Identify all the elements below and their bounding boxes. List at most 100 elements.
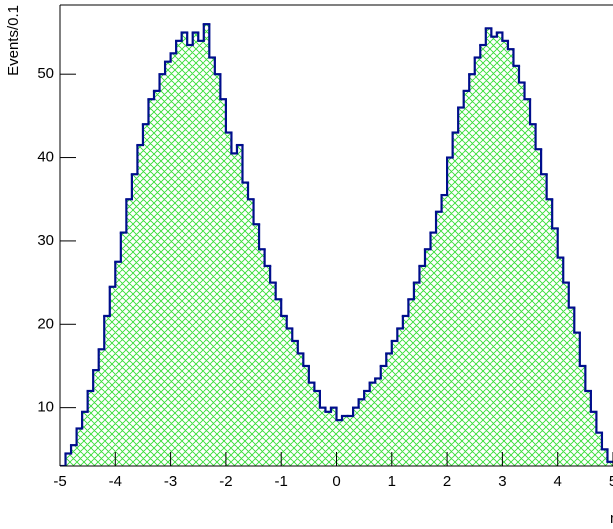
bar — [181, 32, 188, 466]
bar — [308, 382, 315, 466]
y-tick-label: 10 — [37, 399, 54, 416]
bar — [579, 365, 586, 466]
bar — [601, 449, 608, 466]
bar — [142, 124, 149, 466]
bar — [552, 228, 558, 466]
bar — [452, 132, 459, 466]
bar — [386, 353, 392, 466]
bar — [480, 45, 486, 466]
bar — [607, 461, 613, 466]
bar — [424, 249, 431, 466]
bar — [98, 349, 105, 466]
bar — [518, 82, 525, 466]
bar — [275, 299, 282, 466]
bar — [358, 399, 365, 466]
bar — [248, 199, 254, 466]
y-tick-label: 50 — [37, 65, 54, 82]
bar — [408, 299, 414, 466]
x-tick-label: 3 — [498, 473, 506, 490]
bar — [303, 365, 309, 466]
bar — [568, 307, 575, 466]
bar — [220, 99, 226, 466]
bar — [281, 315, 287, 466]
bar — [530, 124, 536, 466]
bar — [535, 149, 542, 466]
bar — [159, 74, 166, 466]
bar — [325, 411, 331, 466]
bar — [485, 28, 492, 466]
bar — [397, 328, 403, 466]
bar — [507, 49, 514, 466]
x-tick-label: -2 — [219, 473, 232, 490]
bar — [270, 282, 276, 466]
bar — [524, 99, 531, 466]
bar — [585, 390, 591, 466]
y-axis-label: Events/0.1 — [5, 5, 22, 76]
bar — [115, 261, 121, 466]
bar — [364, 390, 370, 466]
bar — [87, 390, 94, 466]
bar — [253, 224, 260, 466]
bar — [596, 432, 602, 466]
bar — [491, 36, 497, 466]
bar — [402, 315, 409, 466]
x-tick-label: -4 — [109, 473, 122, 490]
bar — [496, 32, 503, 466]
bar — [513, 65, 519, 466]
x-tick-label: -1 — [275, 473, 288, 490]
bar — [65, 453, 72, 466]
bar — [192, 32, 199, 466]
x-tick-label: 0 — [332, 473, 340, 490]
bar — [264, 265, 271, 466]
x-tick-label: 1 — [388, 473, 396, 490]
bar — [314, 390, 320, 466]
bar — [474, 57, 481, 466]
x-axis-label: m — [610, 510, 613, 527]
bar — [297, 353, 304, 466]
bar — [165, 61, 171, 466]
bar — [131, 174, 138, 466]
bar — [236, 145, 243, 466]
bar — [541, 174, 547, 466]
bar — [563, 282, 569, 466]
bar — [71, 445, 77, 466]
bar — [76, 428, 83, 466]
y-tick-label: 20 — [37, 315, 54, 332]
bar — [342, 415, 348, 466]
bar — [292, 340, 298, 466]
bar — [463, 90, 470, 466]
plot-area — [60, 23, 613, 466]
bar — [259, 249, 265, 466]
bar — [369, 382, 376, 466]
bar — [198, 40, 204, 466]
bar — [375, 378, 381, 466]
bar — [436, 211, 442, 466]
bar — [441, 195, 448, 466]
bar — [458, 107, 464, 466]
bar — [137, 145, 143, 466]
bar — [209, 57, 215, 466]
bar — [286, 328, 293, 466]
bar — [170, 53, 177, 466]
bar — [413, 282, 420, 466]
bar — [242, 182, 249, 466]
bar — [469, 74, 475, 466]
bar — [126, 199, 132, 466]
x-tick-label: 5 — [609, 473, 613, 490]
x-tick-label: -3 — [164, 473, 177, 490]
bar — [447, 157, 453, 466]
bar — [353, 407, 359, 466]
bar — [148, 99, 155, 466]
bar — [187, 45, 193, 466]
bar — [93, 370, 99, 466]
y-tick-label: 30 — [37, 232, 54, 249]
bar — [546, 199, 553, 466]
bar — [319, 407, 326, 466]
bar — [104, 315, 110, 466]
bar — [557, 257, 564, 466]
bar — [336, 420, 343, 466]
y-tick-label: 40 — [37, 149, 54, 166]
x-tick-label: -5 — [53, 473, 66, 490]
